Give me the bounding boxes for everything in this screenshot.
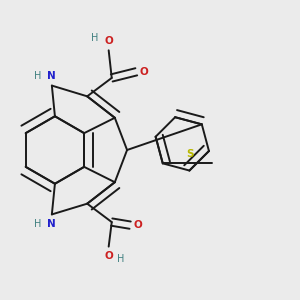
Text: H: H — [117, 254, 124, 264]
Text: O: O — [104, 251, 113, 261]
Text: O: O — [134, 220, 142, 230]
Text: N: N — [47, 219, 56, 229]
Text: O: O — [140, 67, 148, 77]
Text: H: H — [34, 71, 42, 81]
Text: O: O — [104, 36, 113, 46]
Text: H: H — [34, 219, 42, 229]
Text: H: H — [91, 33, 99, 43]
Text: S: S — [187, 149, 194, 159]
Text: N: N — [47, 71, 56, 81]
